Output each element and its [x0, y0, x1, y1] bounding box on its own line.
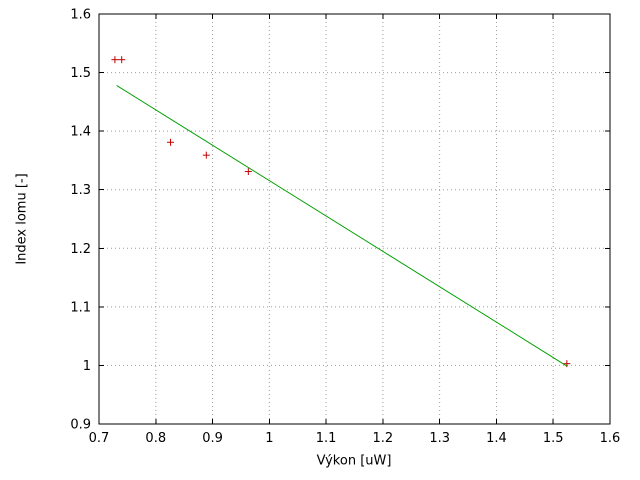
x-tick-label: 1.2	[373, 431, 394, 446]
plot-border	[98, 13, 611, 425]
x-tick-label: 0.8	[145, 431, 166, 446]
fit-line	[116, 85, 568, 367]
y-tick-label: 1.3	[70, 183, 91, 198]
x-axis-title: Výkon [uW]	[316, 453, 392, 469]
y-tick-label: 1.1	[70, 300, 91, 315]
x-tick-label: 1.4	[486, 431, 507, 446]
x-tick-label: 1.1	[316, 431, 337, 446]
x-tick-label: 0.9	[202, 431, 223, 446]
x-tick-label: 1.5	[543, 431, 564, 446]
x-tick-label: 1.6	[600, 431, 621, 446]
y-tick-label: 0.9	[70, 418, 91, 433]
y-axis-title: Index lomu [-]	[14, 173, 30, 265]
x-tick-label: 1.3	[429, 431, 450, 446]
y-tick-label: 1.5	[70, 66, 91, 81]
y-tick-label: 1.4	[70, 125, 91, 140]
y-tick-label: 1	[83, 359, 91, 374]
y-tick-label: 1.2	[70, 242, 91, 257]
x-tick-label: 1	[265, 431, 273, 446]
y-tick-label: 1.6	[70, 8, 91, 23]
x-tick-label: 0.7	[89, 431, 110, 446]
